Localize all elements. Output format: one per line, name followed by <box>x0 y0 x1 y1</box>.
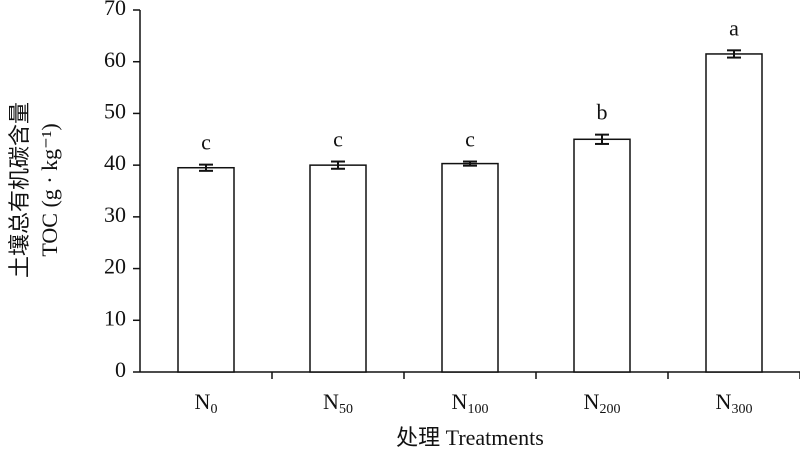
y-axis-title-line: 土壤总有机碳含量 <box>7 102 32 278</box>
bar <box>177 166 235 373</box>
error-bar <box>463 160 477 167</box>
y-axis-title: 土壤总有机碳含量 TOC (g · kg⁻¹) <box>7 102 62 278</box>
significance-label: c <box>201 130 211 155</box>
significance-label: a <box>729 15 739 40</box>
error-bar <box>727 49 741 59</box>
significance-label: c <box>333 127 343 152</box>
y-tick-label: 50 <box>104 98 126 123</box>
x-tick-label: N50 <box>323 389 353 417</box>
bar <box>573 138 631 373</box>
x-axis-title: 处理 Treatments <box>396 425 544 450</box>
error-bar <box>595 133 609 145</box>
bar <box>309 164 367 373</box>
x-tick-label: N0 <box>195 389 218 417</box>
x-tick-label: N300 <box>716 389 753 417</box>
y-tick-label: 0 <box>115 357 126 382</box>
x-tick-label: N200 <box>584 389 621 417</box>
y-tick-label: 20 <box>104 254 126 279</box>
y-tick-label: 10 <box>104 305 126 330</box>
x-tick-label: N100 <box>452 389 489 417</box>
bar <box>705 53 763 373</box>
significance-label: b <box>597 100 608 125</box>
error-bar <box>199 163 213 172</box>
y-tick-label: 60 <box>104 47 126 72</box>
bar <box>441 162 499 373</box>
y-tick-label: 40 <box>104 150 126 175</box>
error-bar <box>331 160 345 170</box>
significance-label: c <box>465 127 475 152</box>
y-tick-label: 70 <box>104 0 126 20</box>
y-tick-label: 30 <box>104 202 126 227</box>
y-axis-title-line: TOC (g · kg⁻¹) <box>37 123 62 256</box>
